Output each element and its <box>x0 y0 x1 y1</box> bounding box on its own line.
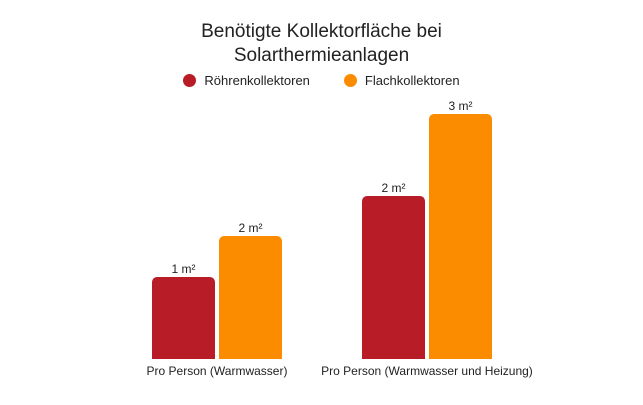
chart-title: Benötigte Kollektorfläche bei Solartherm… <box>0 20 643 68</box>
category-label: Pro Person (Warmwasser und Heizung) <box>321 364 533 378</box>
legend-item-flachkollektoren[interactable]: Flachkollektoren <box>343 73 460 88</box>
legend-label: Röhrenkollektoren <box>204 73 310 88</box>
category-label: Pro Person (Warmwasser) <box>146 364 288 378</box>
legend-item-roehrenkollektoren[interactable]: Röhrenkollektoren <box>183 73 310 88</box>
title-line-1: Benötigte Kollektorfläche bei <box>201 21 442 42</box>
legend: Röhrenkollektoren Flachkollektoren <box>0 73 643 88</box>
value-label: 2 m² <box>381 181 406 195</box>
value-label: 1 m² <box>171 262 196 276</box>
value-label: 2 m² <box>238 221 263 235</box>
legend-dot-icon <box>343 74 357 87</box>
bar-flach-heizung[interactable] <box>429 114 492 359</box>
legend-label: Flachkollektoren <box>364 73 460 88</box>
bar-flach-warmwasser[interactable] <box>219 236 282 359</box>
bar-roehren-heizung[interactable] <box>362 196 425 359</box>
value-label: 3 m² <box>448 99 473 113</box>
bar-roehren-warmwasser[interactable] <box>152 277 215 359</box>
title-line-2: Solarthermieanlagen <box>233 45 410 66</box>
legend-dot-icon <box>183 74 197 87</box>
